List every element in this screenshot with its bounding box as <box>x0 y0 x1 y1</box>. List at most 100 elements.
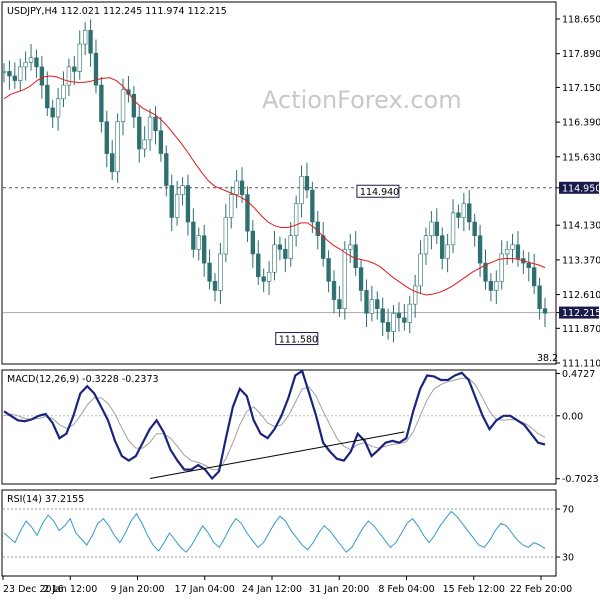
candle-body <box>77 43 82 72</box>
fib-level-label: 38.2 <box>537 353 558 364</box>
candle-body <box>261 276 266 282</box>
candle-body <box>272 244 277 273</box>
candle-body <box>174 194 180 218</box>
time-tick-label: 15 Feb 12:00 <box>443 584 505 595</box>
macd-tick-label: -0.7023 <box>562 474 599 485</box>
candle-body <box>229 194 234 218</box>
candle-body <box>104 121 109 154</box>
price-tick-label: 115.630 <box>562 152 600 163</box>
candle-body <box>7 71 12 77</box>
candle-body <box>315 221 320 236</box>
macd-signal-line <box>3 377 546 471</box>
candle-body <box>423 235 429 255</box>
candle-body <box>358 267 364 291</box>
candle-body <box>115 121 120 173</box>
candle-body <box>158 130 164 154</box>
rsi-panel: RSI(14) 37.2155 <box>1 489 557 577</box>
candle-body <box>396 312 402 319</box>
candle-body <box>169 185 174 218</box>
candle-body <box>504 249 510 255</box>
time-tick-label: 8 Feb 04:00 <box>378 584 434 595</box>
candle-body <box>418 253 423 287</box>
price-header: USDJPY,H4 112.021 112.245 111.974 112.21… <box>7 6 227 17</box>
candle-body <box>82 30 88 45</box>
candle-body <box>494 281 499 291</box>
time-tick-label: 23 Dec 2016 <box>3 584 64 595</box>
candle-body <box>440 235 445 259</box>
annotation-low-label: 111.580 <box>279 335 318 346</box>
candle-body <box>434 221 439 236</box>
candle-body <box>28 57 34 63</box>
candle-body <box>299 176 304 205</box>
rsi-panel-frame <box>1 489 557 577</box>
candle-body <box>331 281 337 300</box>
watermark: ActionForex.com <box>262 86 462 114</box>
price-tick-label: 113.370 <box>562 255 600 266</box>
macd-panel-frame <box>1 369 557 485</box>
candle-body <box>72 66 77 72</box>
macd-trendline <box>149 431 405 480</box>
candle-body <box>18 66 23 81</box>
candle-body <box>326 258 331 282</box>
candle-body <box>218 253 223 291</box>
candle-body <box>375 299 380 310</box>
candle-body <box>321 235 326 259</box>
candle-body <box>467 203 472 223</box>
candle-body <box>131 93 137 118</box>
price-tick-label: 117.890 <box>562 49 600 60</box>
candle-body <box>337 299 342 310</box>
candle-body <box>510 244 515 250</box>
moving-average-line <box>3 75 546 296</box>
candle-body <box>445 244 450 259</box>
candle-body <box>391 312 396 332</box>
current-price-tag <box>559 306 599 319</box>
macd-tick-label: 0.4727 <box>562 369 595 380</box>
candle-body <box>456 212 461 218</box>
macd-tick-label: 0.00 <box>562 411 583 422</box>
candle-body <box>191 221 196 250</box>
candle-body <box>407 303 412 323</box>
candle-body <box>223 217 228 255</box>
rsi-tick-label: 30 <box>562 553 574 564</box>
time-tick-label: 24 Jan 12:00 <box>242 584 302 595</box>
rsi-line <box>3 510 546 553</box>
candle-body <box>310 189 315 223</box>
candle-body <box>266 271 272 282</box>
candle-body <box>39 66 45 86</box>
candle-body <box>110 153 115 173</box>
candle-body <box>277 244 283 250</box>
candle-body <box>477 235 483 264</box>
price-axis: 118.650 117.890 117.150 116.390 115.630 114.9… <box>556 14 600 370</box>
candle-body <box>34 57 39 68</box>
candle-body <box>288 235 293 259</box>
candle-body <box>245 194 250 232</box>
candle-body <box>380 308 385 323</box>
rsi-tick-label: 70 <box>562 505 574 516</box>
annotation-high-label: 114.940 <box>360 187 399 198</box>
level-price-tag <box>559 181 599 194</box>
candle-body <box>472 221 477 236</box>
candle-body <box>201 235 207 264</box>
candle-body <box>250 230 256 255</box>
time-tick-label: 9 Jan 20:00 <box>110 584 164 595</box>
candle-body <box>12 75 17 81</box>
candle-body <box>1 71 7 73</box>
annotation-low: 111.580 <box>275 332 319 346</box>
rsi-axis: 70 30 <box>556 505 574 564</box>
candle-body <box>142 139 147 150</box>
candle-body <box>353 244 358 268</box>
price-tick-label: 112.610 <box>562 290 600 301</box>
candle-body <box>488 281 494 291</box>
candle-body <box>293 203 299 236</box>
macd-header: MACD(12,26,9) -0.3228 -0.2373 <box>7 374 159 385</box>
candle-body <box>50 107 55 118</box>
candle-body <box>93 52 99 86</box>
candle-body <box>412 285 418 305</box>
price-tick-label: 114.130 <box>562 221 600 232</box>
candle-body <box>283 249 288 259</box>
candle-body <box>126 89 131 95</box>
candle-body <box>164 153 169 186</box>
candle-body <box>450 212 456 246</box>
price-panel-frame <box>1 1 557 365</box>
